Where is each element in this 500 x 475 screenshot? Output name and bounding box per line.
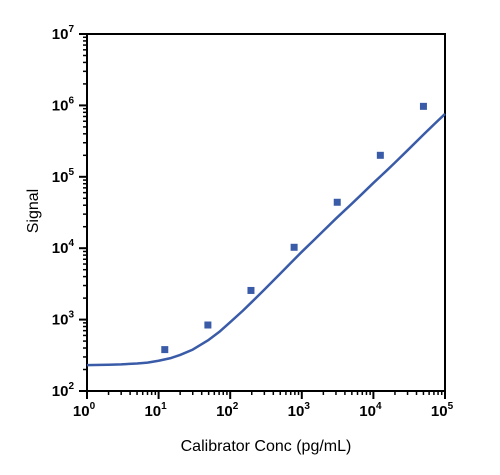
x-tick-label: 103 xyxy=(288,401,311,420)
x-tick-exponent: 1 xyxy=(161,401,167,412)
y-axis-label: Signal xyxy=(25,189,42,233)
data-point xyxy=(419,102,427,110)
y-tick-exponent: 7 xyxy=(68,24,74,35)
x-tick-label: 100 xyxy=(73,401,96,420)
x-tick-exponent: 0 xyxy=(90,401,96,412)
data-point xyxy=(290,243,298,251)
y-tick-base: 10 xyxy=(52,240,69,257)
x-tick-exponent: 2 xyxy=(233,401,239,412)
plot-frame xyxy=(86,33,446,392)
x-tick-label: 102 xyxy=(216,401,239,420)
data-point xyxy=(161,346,169,354)
y-tick-exponent: 2 xyxy=(68,381,74,392)
y-tick-base: 10 xyxy=(52,26,69,43)
y-tick-base: 10 xyxy=(52,169,69,186)
y-tick-exponent: 4 xyxy=(68,238,74,249)
y-tick-exponent: 6 xyxy=(68,95,74,106)
data-point xyxy=(376,151,384,159)
minor-ticks xyxy=(83,36,443,395)
x-tick-exponent: 3 xyxy=(304,401,310,412)
x-tick-exponent: 5 xyxy=(448,401,454,412)
data-point xyxy=(333,198,341,206)
y-tick-label: 106 xyxy=(52,95,75,114)
y-tick-label: 103 xyxy=(52,310,75,329)
fitted-curve xyxy=(86,113,446,367)
x-tick-base: 10 xyxy=(288,403,305,420)
data-point xyxy=(247,286,255,294)
x-tick-exponent: 4 xyxy=(376,401,382,412)
x-tick-label: 105 xyxy=(431,401,454,420)
x-tick-base: 10 xyxy=(431,403,448,420)
x-axis-ticks: 100 101 102 103 104 105 xyxy=(73,391,454,420)
data-point xyxy=(204,321,212,329)
x-tick-label: 101 xyxy=(144,401,167,420)
x-tick-label: 104 xyxy=(359,401,382,420)
y-tick-base: 10 xyxy=(52,383,69,400)
y-tick-label: 105 xyxy=(52,167,75,186)
y-tick-base: 10 xyxy=(52,312,69,329)
y-tick-label: 104 xyxy=(52,238,75,257)
x-tick-base: 10 xyxy=(359,403,376,420)
x-axis-label: Calibrator Conc (pg/mL) xyxy=(181,438,352,455)
y-tick-exponent: 3 xyxy=(68,310,74,321)
data-series xyxy=(86,102,446,367)
y-tick-label: 102 xyxy=(52,381,75,400)
y-tick-base: 10 xyxy=(52,97,69,114)
x-tick-base: 10 xyxy=(216,403,233,420)
axes xyxy=(83,33,446,395)
x-tick-base: 10 xyxy=(144,403,161,420)
y-tick-label: 107 xyxy=(52,24,75,43)
x-tick-base: 10 xyxy=(73,403,90,420)
y-tick-exponent: 5 xyxy=(68,167,74,178)
